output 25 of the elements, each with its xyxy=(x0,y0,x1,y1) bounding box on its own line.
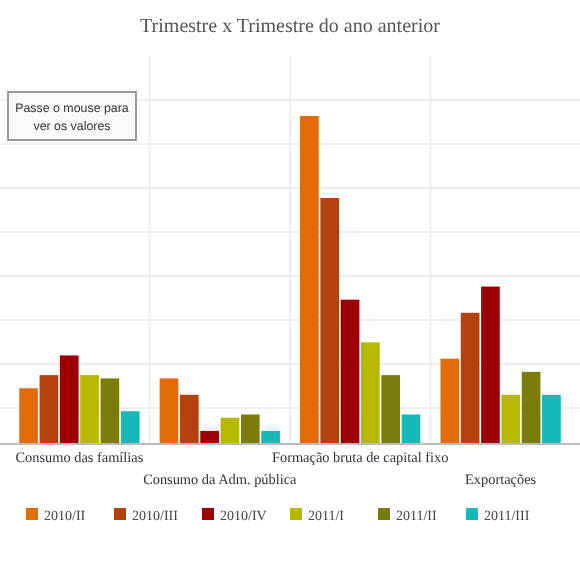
bar xyxy=(80,375,99,444)
bar xyxy=(59,355,79,444)
bar xyxy=(120,411,140,444)
bar xyxy=(159,378,179,444)
bar xyxy=(19,388,38,444)
bar xyxy=(200,430,219,444)
chart-title: Trimestre x Trimestre do ano anterior xyxy=(140,16,442,38)
bar xyxy=(100,378,120,444)
bar xyxy=(542,394,561,444)
bar xyxy=(381,375,401,444)
bar xyxy=(261,430,280,444)
bar xyxy=(460,312,480,444)
bar xyxy=(361,342,380,444)
bar xyxy=(440,358,460,444)
bar xyxy=(300,116,319,444)
bar xyxy=(481,286,500,444)
bar xyxy=(320,198,340,444)
bar xyxy=(521,371,541,444)
bar xyxy=(401,414,421,444)
bar xyxy=(179,394,199,444)
bar xyxy=(240,414,260,444)
bar xyxy=(39,375,59,444)
bar xyxy=(340,299,360,444)
bar xyxy=(220,417,240,444)
bar xyxy=(501,394,521,444)
